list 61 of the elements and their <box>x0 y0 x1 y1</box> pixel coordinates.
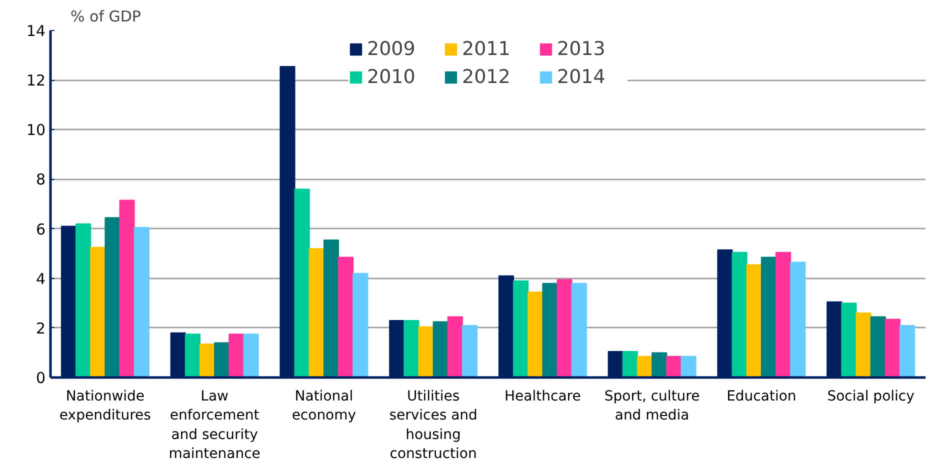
bar <box>622 350 638 378</box>
bar <box>338 256 354 378</box>
y-tick-label: 2 <box>36 319 46 338</box>
y-axis-title: % of GDP <box>70 8 141 26</box>
y-tick-label: 8 <box>36 170 46 189</box>
bar <box>199 344 216 378</box>
x-tick-label: Nationwide expenditures <box>59 388 151 424</box>
x-tick-label: Education <box>726 388 796 404</box>
bar <box>228 334 244 378</box>
bar <box>184 334 200 378</box>
bar <box>556 279 572 378</box>
bar <box>790 262 806 378</box>
bar <box>134 227 150 378</box>
bar <box>856 312 872 378</box>
bar <box>571 282 587 378</box>
y-tick-label: 10 <box>26 121 46 140</box>
bar <box>76 223 92 378</box>
legend-label: 2011 <box>462 38 512 60</box>
y-tick-label: 14 <box>26 22 46 40</box>
bar <box>308 248 324 378</box>
bar <box>776 252 792 378</box>
legend-label: 2014 <box>557 66 606 88</box>
bar <box>119 200 135 378</box>
bar <box>528 291 544 378</box>
bar <box>652 352 668 378</box>
bar <box>90 246 106 378</box>
bar <box>513 280 529 378</box>
legend-label: 2013 <box>557 38 606 60</box>
bar <box>899 324 916 378</box>
bar <box>104 217 120 378</box>
legend-label: 2012 <box>462 66 512 88</box>
bar <box>432 321 448 378</box>
bar <box>884 318 900 378</box>
bar <box>214 342 230 378</box>
x-tick-label: Social policy <box>827 388 914 404</box>
y-tick-label: 6 <box>36 220 46 238</box>
bar <box>462 324 478 378</box>
bar <box>542 282 558 378</box>
legend-label: 2009 <box>367 38 416 60</box>
bar <box>352 272 368 378</box>
x-tick-label: Healthcare <box>504 388 581 404</box>
x-tick-label: Utilities services and housing construction <box>389 388 478 462</box>
bar <box>447 316 463 378</box>
x-tick-label: Law enforcement and security maintenance <box>168 388 260 462</box>
bar <box>404 320 420 378</box>
bar <box>418 326 434 378</box>
y-tick-label: 0 <box>36 369 46 387</box>
bar <box>760 256 777 378</box>
bar <box>841 302 857 378</box>
x-tick-label: National economy <box>292 388 356 424</box>
x-tick-label: Sport, culture and media <box>604 388 700 424</box>
bar <box>870 316 886 378</box>
y-tick-label: 12 <box>26 72 46 90</box>
bar <box>323 239 340 378</box>
y-tick-label: 4 <box>36 270 46 288</box>
bar <box>746 264 762 378</box>
bar <box>732 252 748 378</box>
bar <box>243 334 259 378</box>
bar <box>680 356 696 378</box>
legend-label: 2010 <box>367 66 416 88</box>
bar <box>294 188 310 378</box>
